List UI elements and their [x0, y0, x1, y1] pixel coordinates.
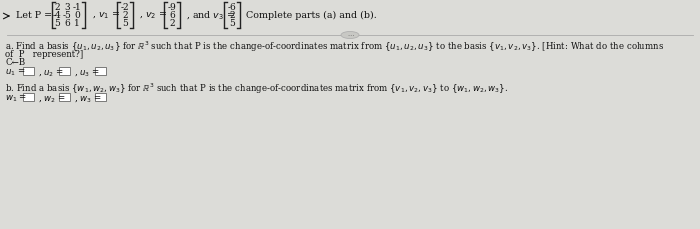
Text: , and $v_3$ =: , and $v_3$ = [186, 9, 235, 21]
Text: -9: -9 [167, 3, 176, 11]
Text: C←B: C←B [5, 58, 25, 67]
Text: Complete parts (a) and (b).: Complete parts (a) and (b). [246, 11, 377, 19]
Bar [23, 67, 34, 75]
Bar [59, 67, 70, 75]
Text: -5: -5 [62, 11, 71, 19]
Text: , $u_2$ =: , $u_2$ = [38, 68, 64, 78]
Ellipse shape [341, 32, 359, 38]
Text: -2: -2 [120, 3, 130, 11]
Text: b. Find a basis $\{w_1, w_2, w_3\}$ for $\mathbb{R}^3$ such that P is the change: b. Find a basis $\{w_1, w_2, w_3\}$ for … [5, 82, 508, 96]
Text: 5: 5 [54, 19, 60, 27]
Bar [95, 67, 106, 75]
Text: 5: 5 [229, 19, 235, 27]
Bar [95, 93, 106, 101]
Text: $u_1$ =: $u_1$ = [5, 68, 26, 79]
Bar [59, 93, 70, 101]
Text: -1: -1 [73, 3, 81, 11]
Text: 2: 2 [229, 11, 234, 19]
Text: , $w_3$ =: , $w_3$ = [74, 94, 102, 104]
Text: 0: 0 [74, 11, 80, 19]
Text: ⋯: ⋯ [347, 33, 353, 38]
Text: 6: 6 [64, 19, 70, 27]
Text: -6: -6 [228, 3, 237, 11]
Text: 2: 2 [54, 3, 60, 11]
Text: a. Find a basis $\{u_1, u_2, u_3\}$ for $\mathbb{R}^3$ such that P is the change: a. Find a basis $\{u_1, u_2, u_3\}$ for … [5, 40, 664, 55]
Text: Let P =: Let P = [16, 11, 52, 19]
Text: $w_1$ =: $w_1$ = [5, 94, 27, 104]
Text: 2: 2 [169, 19, 175, 27]
Text: 1: 1 [74, 19, 80, 27]
Text: 6: 6 [169, 11, 175, 19]
Text: , $u_3$ =: , $u_3$ = [74, 68, 100, 78]
Text: 3: 3 [64, 3, 70, 11]
Text: , $v_2$ =: , $v_2$ = [139, 10, 167, 20]
Text: , $w_2$ =: , $w_2$ = [38, 94, 66, 104]
Text: 2: 2 [122, 11, 128, 19]
Text: , $v_1$ =: , $v_1$ = [92, 10, 120, 20]
Text: -4: -4 [52, 11, 62, 19]
Text: 5: 5 [122, 19, 128, 27]
Text: of  P   represent?]: of P represent?] [5, 50, 83, 59]
Bar [23, 93, 34, 101]
